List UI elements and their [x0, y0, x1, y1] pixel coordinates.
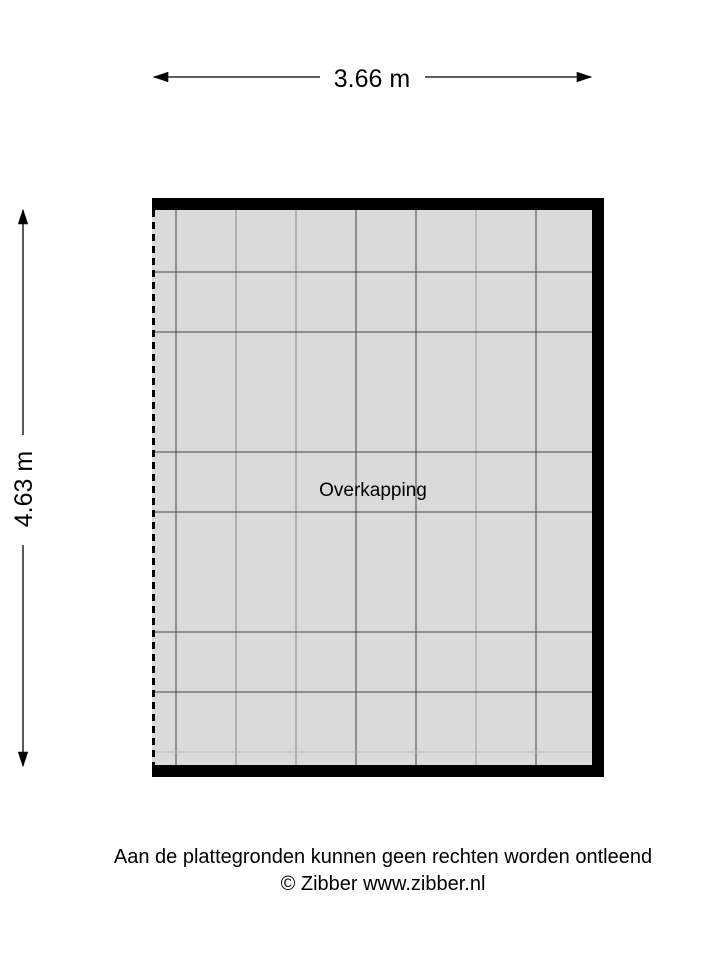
room-overkapping: Overkapping: [152, 198, 604, 777]
wall-bottom: [152, 765, 604, 777]
disclaimer-text: Aan de plattegronden kunnen geen rechten…: [114, 846, 652, 868]
floor-grid: [152, 210, 592, 765]
wall-right: [592, 198, 604, 777]
wall-top: [152, 198, 604, 210]
width-label: 3.66 m: [334, 65, 410, 93]
height-dimension: 4.63 m: [10, 208, 38, 768]
width-dimension: 3.66 m: [152, 65, 593, 93]
room-floor: [152, 210, 592, 765]
copyright-text: © Zibber www.zibber.nl: [281, 873, 486, 895]
room-label: Overkapping: [319, 480, 427, 501]
height-label: 4.63 m: [10, 451, 38, 527]
